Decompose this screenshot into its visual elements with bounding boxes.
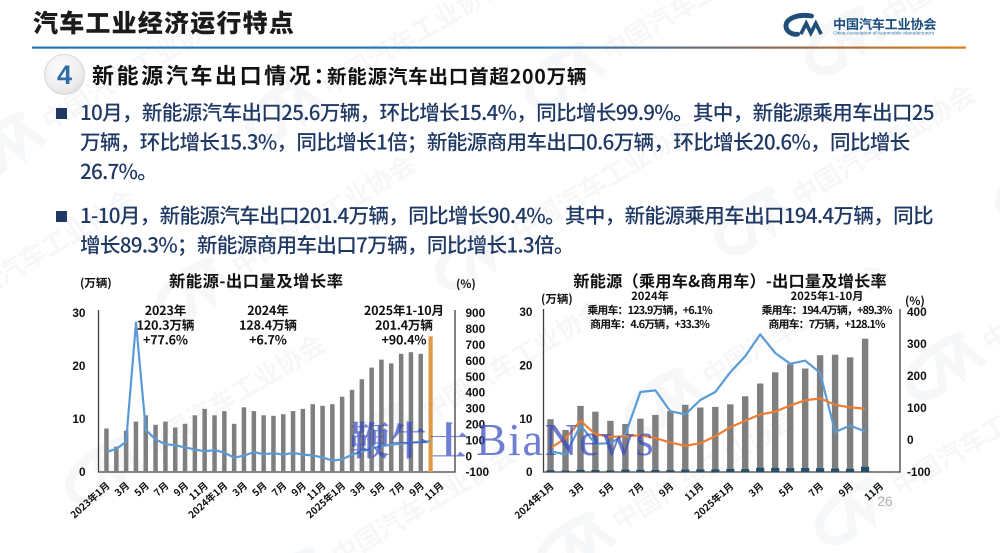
svg-text:BiaNews: BiaNews — [476, 414, 655, 465]
svg-text:900: 900 — [466, 306, 486, 320]
svg-text:20: 20 — [72, 359, 86, 373]
svg-text:0: 0 — [466, 449, 473, 463]
svg-text:800: 800 — [466, 322, 486, 336]
svg-text:10: 10 — [519, 412, 533, 426]
svg-text:200: 200 — [466, 418, 486, 432]
svg-text:10: 10 — [72, 412, 86, 426]
svg-text:0: 0 — [907, 433, 914, 447]
svg-text:0: 0 — [79, 465, 86, 479]
svg-text:400: 400 — [466, 386, 486, 400]
svg-text:20: 20 — [519, 359, 533, 373]
svg-text:300: 300 — [466, 402, 486, 416]
svg-text:-100: -100 — [466, 465, 490, 479]
svg-text:30: 30 — [519, 305, 533, 319]
svg-text:China Association of Automobil: China Association of Automobile Manufact… — [833, 31, 935, 36]
svg-text:30: 30 — [72, 306, 86, 320]
svg-text:700: 700 — [466, 338, 486, 352]
svg-text:-100: -100 — [907, 465, 931, 479]
svg-text:600: 600 — [466, 354, 486, 368]
svg-text:100: 100 — [466, 433, 486, 447]
svg-text:400: 400 — [907, 305, 927, 319]
svg-text:0: 0 — [526, 465, 533, 479]
svg-text:4: 4 — [57, 60, 72, 90]
svg-text:300: 300 — [907, 337, 927, 351]
svg-text:500: 500 — [466, 370, 486, 384]
svg-text:200: 200 — [907, 369, 927, 383]
svg-text:100: 100 — [907, 401, 927, 415]
svg-text:26: 26 — [877, 494, 892, 509]
